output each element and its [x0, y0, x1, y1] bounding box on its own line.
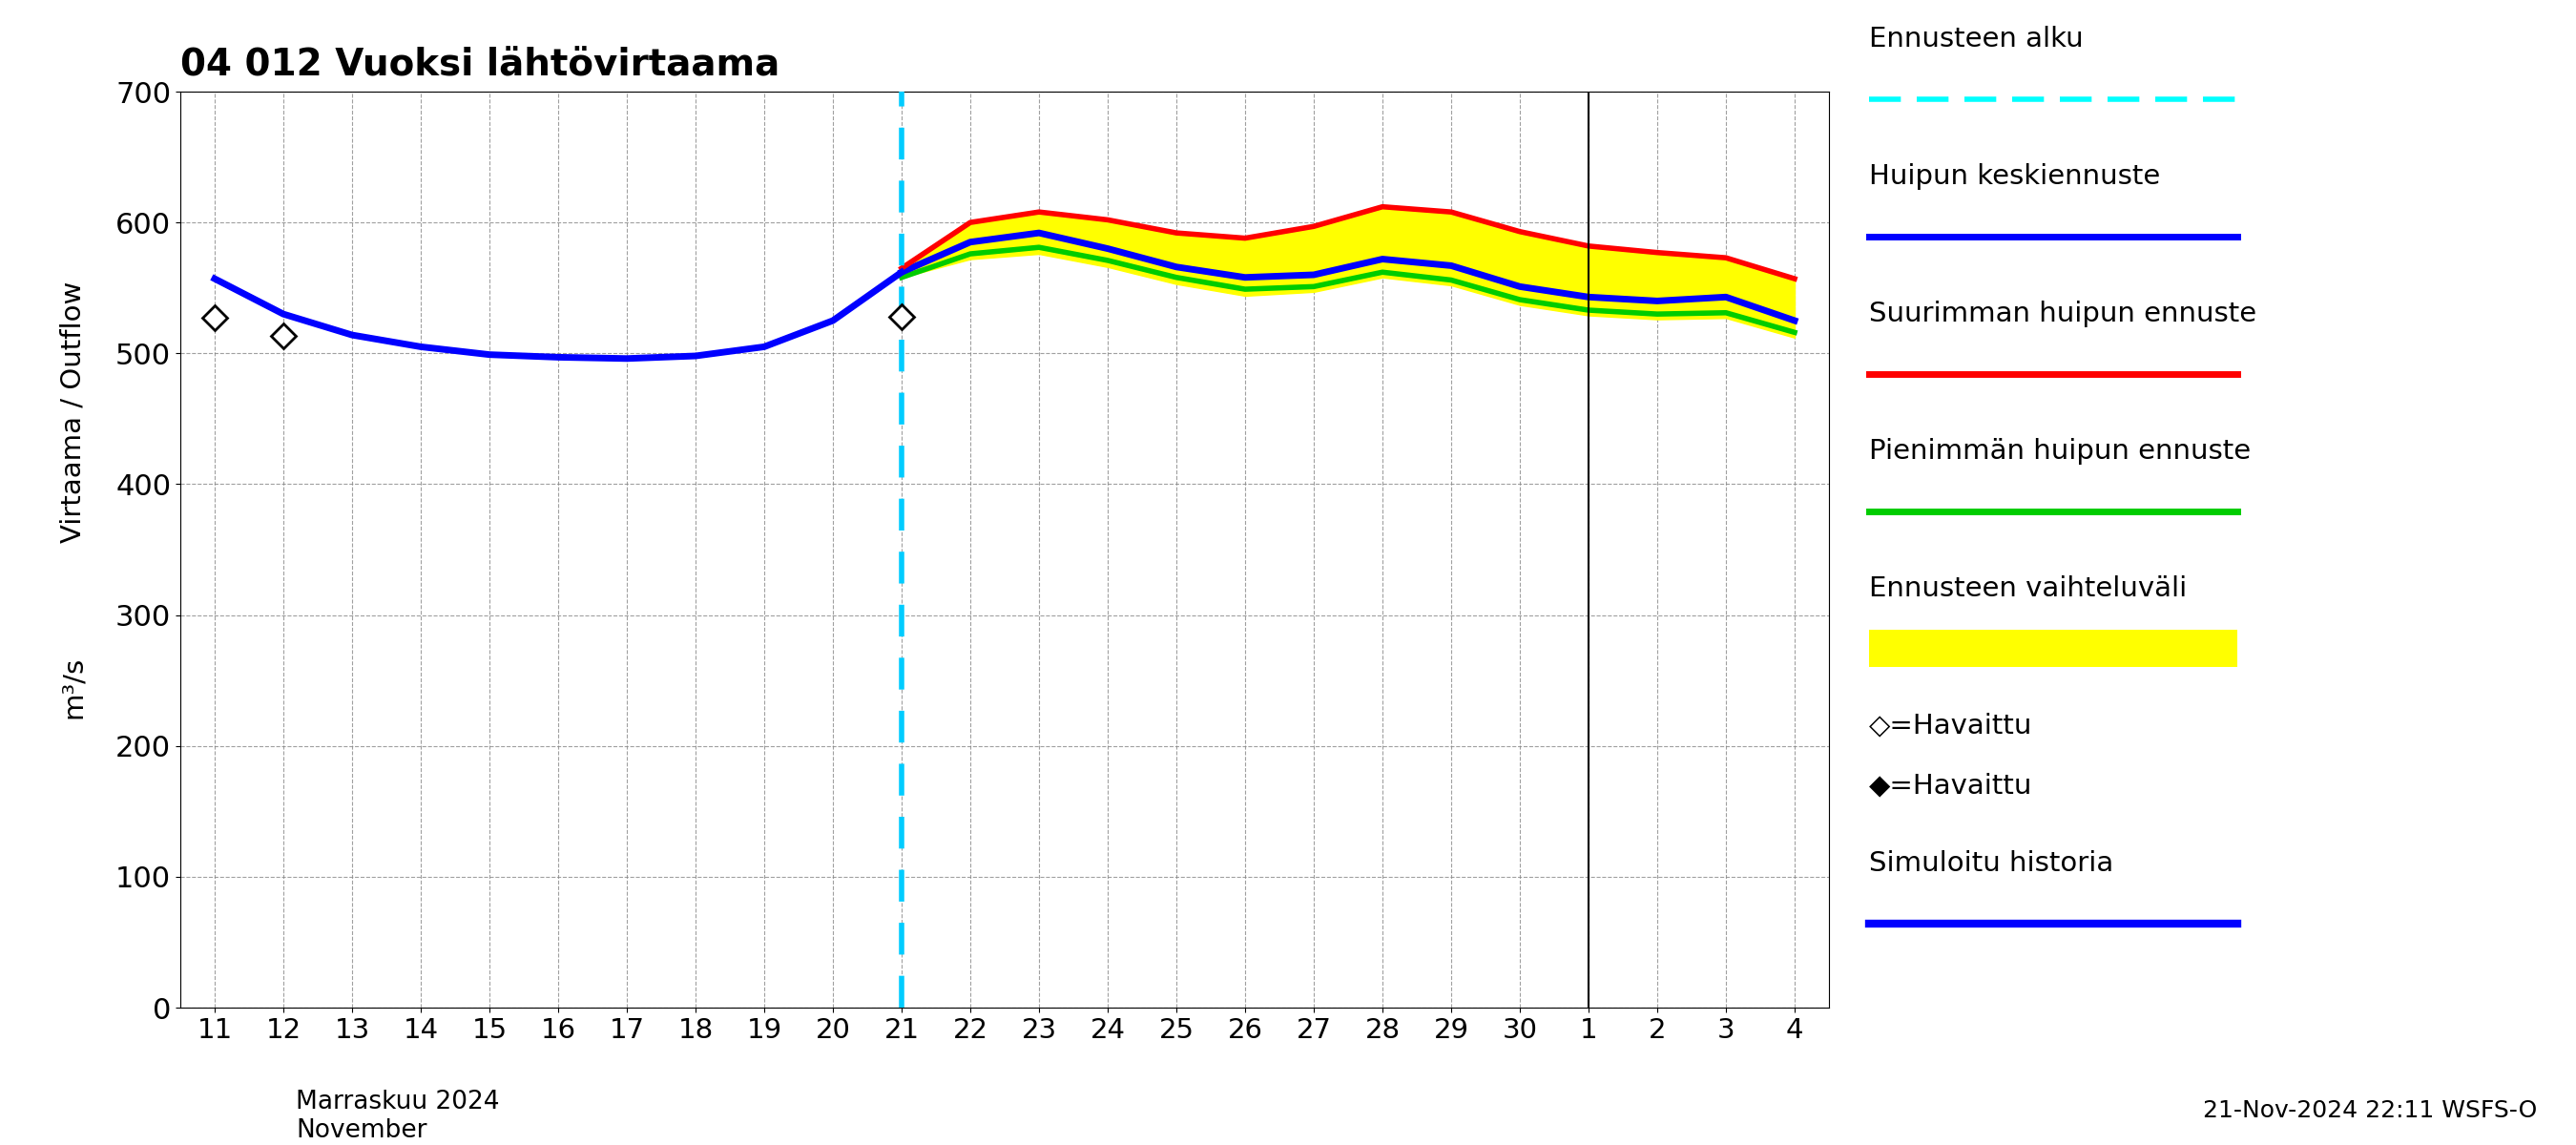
Text: Ennusteen vaihteluväli: Ennusteen vaihteluväli [1868, 575, 2187, 601]
Text: Suurimman huipun ennuste: Suurimman huipun ennuste [1868, 300, 2257, 326]
Text: m³/s: m³/s [59, 656, 88, 718]
Text: ◇=Havaittu: ◇=Havaittu [1868, 712, 2032, 740]
Bar [1868, 630, 2236, 668]
Text: Huipun keskiennuste: Huipun keskiennuste [1868, 163, 2159, 189]
Text: Virtaama / Outflow: Virtaama / Outflow [59, 282, 88, 543]
Text: Pienimmän huipun ennuste: Pienimmän huipun ennuste [1868, 437, 2251, 465]
Text: Ennusteen alku: Ennusteen alku [1868, 25, 2084, 53]
Text: 04 012 Vuoksi lähtövirtaama: 04 012 Vuoksi lähtövirtaama [180, 47, 781, 84]
Text: Simuloitu historia: Simuloitu historia [1868, 850, 2112, 877]
Text: ◆=Havaittu: ◆=Havaittu [1868, 773, 2032, 799]
Text: 21-Nov-2024 22:11 WSFS-O: 21-Nov-2024 22:11 WSFS-O [2202, 1099, 2537, 1122]
Text: Marraskuu 2024
November: Marraskuu 2024 November [296, 1090, 500, 1144]
